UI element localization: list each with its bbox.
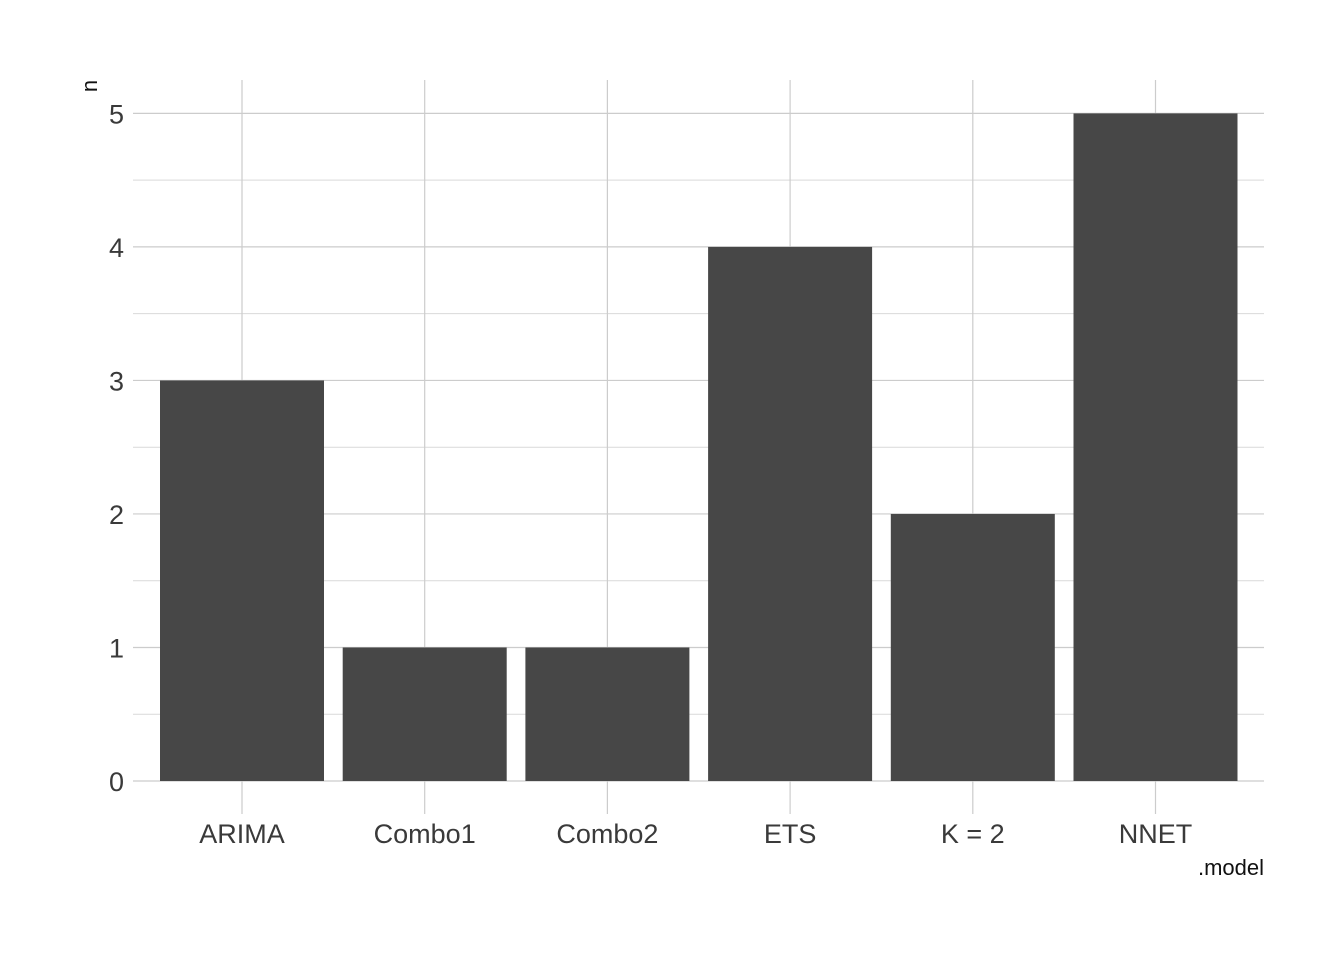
y-tick-label: 5 [109,99,124,129]
x-tick-label: ARIMA [199,819,285,849]
bar-ets [708,246,873,781]
x-axis-ticks: ARIMA Combo1 Combo2 ETS K = 2 NNET [199,819,1192,849]
x-tick-label: NNET [1119,819,1193,849]
x-tick-label: K = 2 [941,819,1005,849]
x-tick-label: ETS [764,819,817,849]
x-tick-label: Combo1 [374,819,476,849]
y-tick-label: 3 [109,366,124,396]
bar-arima [160,380,324,781]
y-tick-label: 4 [109,233,124,263]
y-axis-ticks: 0 1 2 3 4 5 [109,99,124,797]
bar-combo2 [525,647,690,781]
bar-nnet [1073,113,1238,781]
x-axis-title: .model [1198,855,1264,880]
x-tick-label: Combo2 [556,819,658,849]
y-tick-label: 1 [109,633,124,663]
bar-k-2 [890,513,1055,781]
y-tick-label: 2 [109,500,124,530]
bars [160,113,1238,781]
y-axis-title: n [77,80,102,92]
bar-combo1 [342,647,507,781]
y-tick-label: 0 [109,767,124,797]
